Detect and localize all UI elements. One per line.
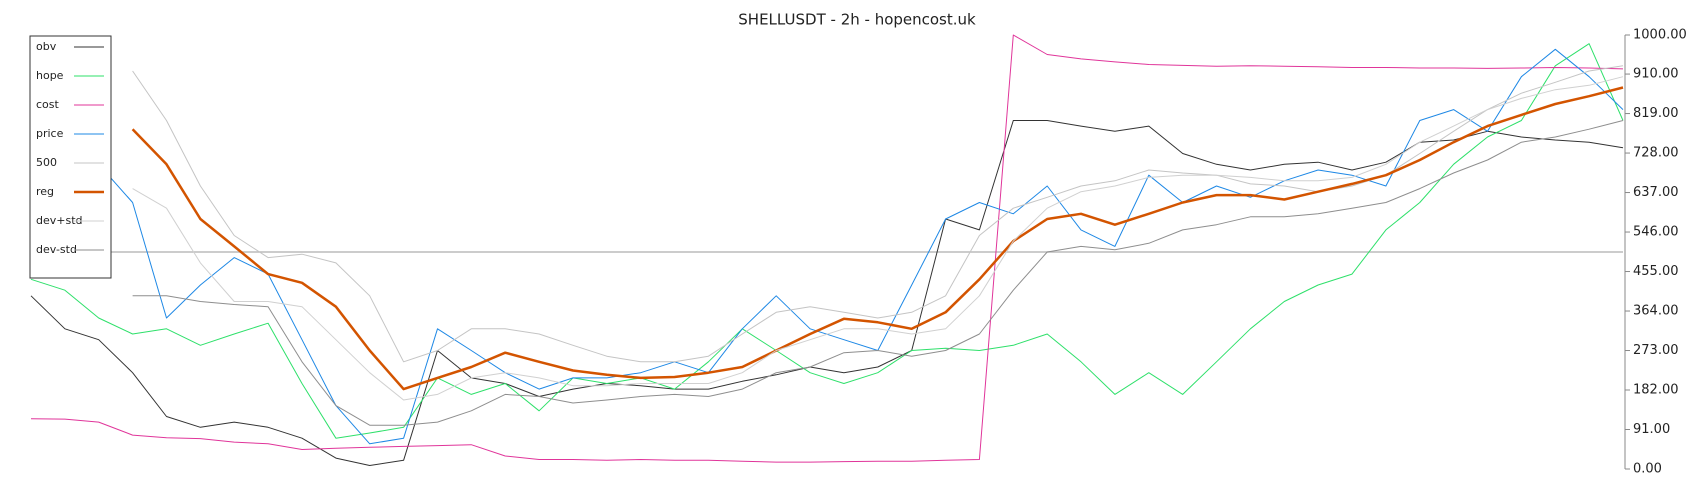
legend-label: dev-std xyxy=(36,243,77,256)
y-tick-label: 0.00 xyxy=(1633,462,1662,477)
series-line xyxy=(30,120,1624,466)
y-tick-label: 273.00 xyxy=(1633,343,1679,358)
series-line xyxy=(30,34,1624,463)
y-tick-label: 1000.00 xyxy=(1633,28,1687,43)
chart-title: SHELLUSDT - 2h - hopencost.uk xyxy=(738,11,976,29)
series-line xyxy=(131,86,1624,391)
legend-label: price xyxy=(36,127,64,140)
series-line xyxy=(132,120,1624,426)
y-tick-label: 182.00 xyxy=(1633,383,1679,398)
y-tick-label: 728.00 xyxy=(1633,146,1679,161)
y-tick-label: 91.00 xyxy=(1633,422,1670,437)
y-tick-label: 546.00 xyxy=(1633,225,1679,240)
y-tick-label: 637.00 xyxy=(1633,185,1679,200)
y-tick-label: 455.00 xyxy=(1633,264,1679,279)
legend-label: obv xyxy=(36,40,57,53)
legend-label: cost xyxy=(36,98,60,111)
series-line xyxy=(132,76,1624,401)
legend-label: dev+std xyxy=(36,214,83,227)
legend-label: 500 xyxy=(36,156,57,169)
y-tick-label: 819.00 xyxy=(1633,106,1679,121)
y-tick-label: 910.00 xyxy=(1633,67,1679,82)
series-line xyxy=(30,43,1624,439)
legend-label: reg xyxy=(36,185,54,198)
y-tick-label: 364.00 xyxy=(1633,304,1679,319)
legend-label: hope xyxy=(36,69,64,82)
